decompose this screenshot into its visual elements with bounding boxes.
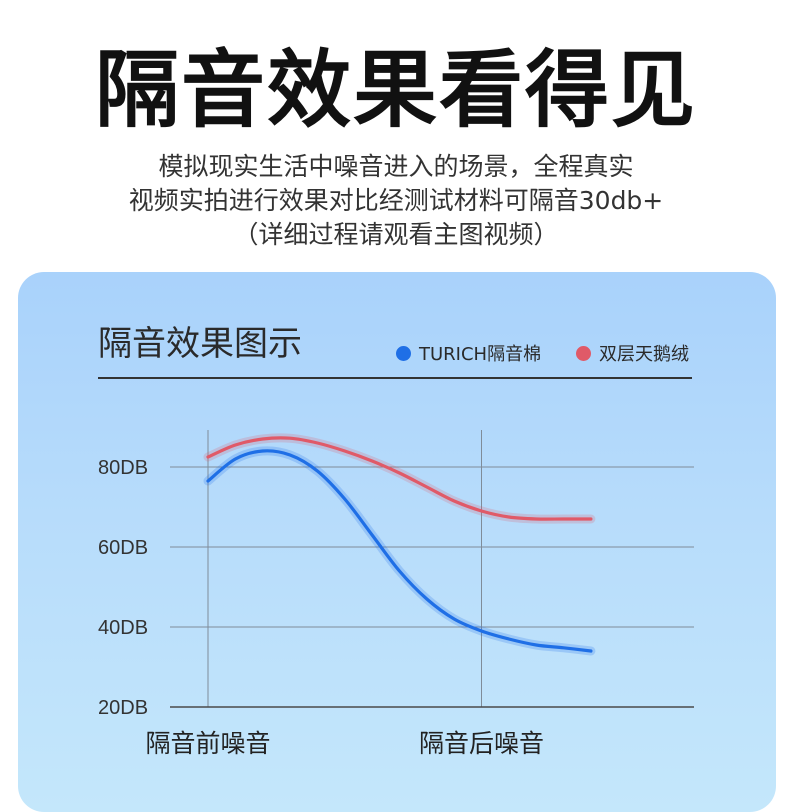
series-line-velvet [206, 436, 593, 521]
chart-panel: 隔音效果图示 TURICH隔音棉 双层天鹅绒 80DB 60DB 40DB 20DB 隔… [18, 272, 776, 812]
legend-dot-blue [396, 345, 411, 361]
x-category-label: 隔音后噪音 [419, 729, 544, 758]
legend-dot-red [576, 345, 591, 361]
line-chart: 80DB 60DB 40DB 20DB 隔音前噪音 隔音后噪音 [98, 430, 694, 758]
description-line-3: （详细过程请观看主图视频） [233, 220, 559, 249]
y-tick-label: 80DB [98, 457, 148, 479]
legend-item-turich: TURICH隔音棉 [396, 340, 541, 366]
y-tick-label: 60DB [98, 537, 148, 559]
description-line-2: 视频实拍进行效果对比经测试材料可隔音30db+ [128, 186, 664, 215]
headline: 隔音效果看得见 [94, 41, 697, 139]
series-line-turich [206, 449, 593, 653]
y-tick-label: 20DB [98, 697, 148, 719]
title-divider [98, 377, 692, 379]
y-tick-label: 40DB [98, 617, 148, 639]
chart-title: 隔音效果图示 [98, 324, 302, 364]
legend-label-velvet: 双层天鹅绒 [599, 344, 689, 365]
description-line-1: 模拟现实生活中噪音进入的场景，全程真实 [158, 152, 634, 181]
legend-item-velvet: 双层天鹅绒 [576, 340, 689, 366]
x-category-label: 隔音前噪音 [145, 729, 270, 758]
series-line-turich-glow [203, 446, 596, 656]
legend-label-turich: TURICH隔音棉 [419, 344, 542, 365]
